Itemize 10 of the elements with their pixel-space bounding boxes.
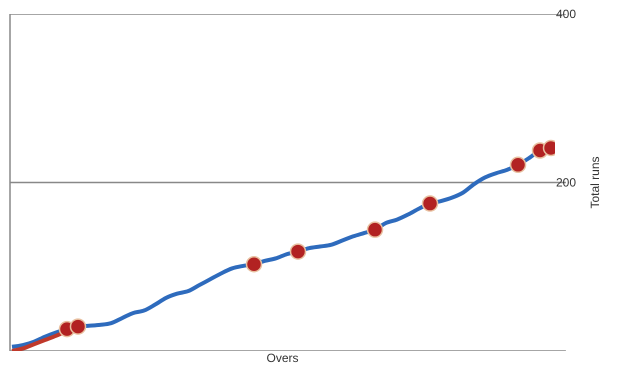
y-axis-title: Total runs [588, 156, 602, 209]
point [290, 243, 306, 260]
y-tick-label: 400 [556, 7, 576, 22]
point [246, 256, 262, 272]
point [510, 156, 526, 174]
x-axis-title: Overs [266, 350, 299, 365]
y-tick-label: 200 [556, 176, 576, 190]
point [366, 221, 384, 238]
point [422, 195, 438, 212]
point [70, 318, 86, 335]
